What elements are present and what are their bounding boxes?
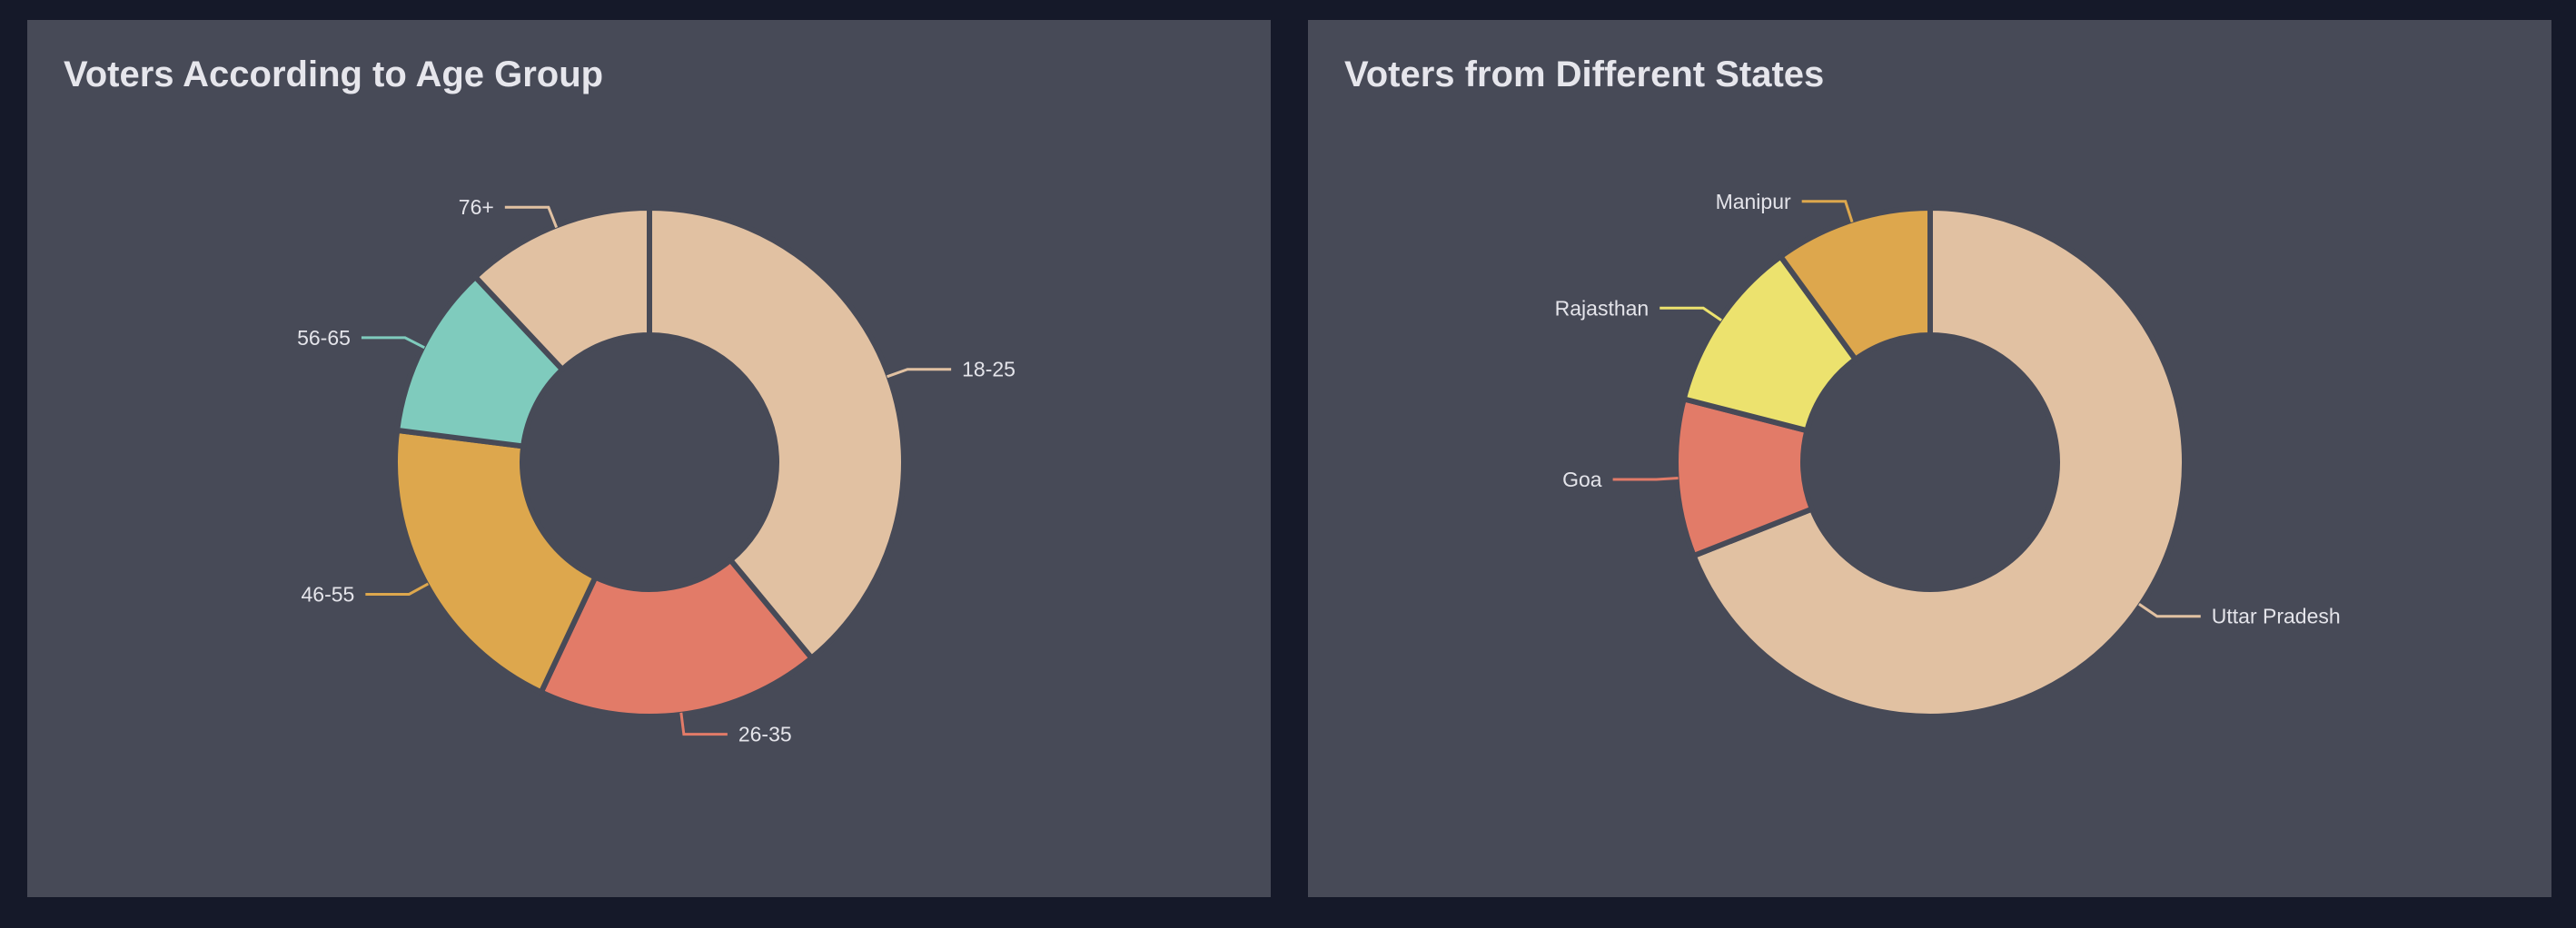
states-chart-panel: Voters from Different States Uttar Prade… xyxy=(1308,20,2551,897)
donut-slice-76-plus[interactable] xyxy=(472,205,652,372)
donut-slice-manipur[interactable] xyxy=(1778,205,1933,362)
slice-label-goa: Goa xyxy=(1562,468,1602,491)
leader-line-76-plus xyxy=(504,205,559,229)
slice-label-56-65: 56-65 xyxy=(297,326,351,350)
slice-label-manipur: Manipur xyxy=(1716,190,1791,213)
states-donut-chart: Uttar Pradesh Goa Rajasthan Manipur xyxy=(1555,190,2341,719)
leader-line-26-35 xyxy=(679,712,728,736)
age-group-donut-chart: 18-25 26-35 46-55 56-65 76+ xyxy=(297,195,1016,746)
leader-line-18-25 xyxy=(887,368,952,379)
chart-title: Voters from Different States xyxy=(1344,54,1825,94)
donut-slice-26-35[interactable] xyxy=(538,557,815,719)
donut-slice-18-25[interactable] xyxy=(647,205,907,661)
slice-label-46-55: 46-55 xyxy=(302,582,355,606)
leader-line-46-55 xyxy=(365,582,430,596)
slice-label-uttar-pradesh: Uttar Pradesh xyxy=(2212,605,2341,628)
donut-slice-46-55[interactable] xyxy=(392,427,599,696)
donut-slice-uttar-pradesh[interactable] xyxy=(1690,205,2187,719)
leader-line-rajasthan xyxy=(1660,306,1722,321)
slice-label-76-plus: 76+ xyxy=(459,195,494,219)
leader-line-manipur xyxy=(1801,200,1854,223)
leader-line-goa xyxy=(1612,476,1679,481)
slice-label-26-35: 26-35 xyxy=(738,723,792,746)
leader-line-56-65 xyxy=(361,336,425,350)
chart-title: Voters According to Age Group xyxy=(64,54,604,94)
slice-label-18-25: 18-25 xyxy=(962,358,1016,381)
leader-line-uttar-pradesh xyxy=(2138,603,2201,618)
age-group-chart-panel: Voters According to Age Group 18-25 26-35… xyxy=(27,20,1271,897)
slice-label-rajasthan: Rajasthan xyxy=(1555,296,1650,320)
